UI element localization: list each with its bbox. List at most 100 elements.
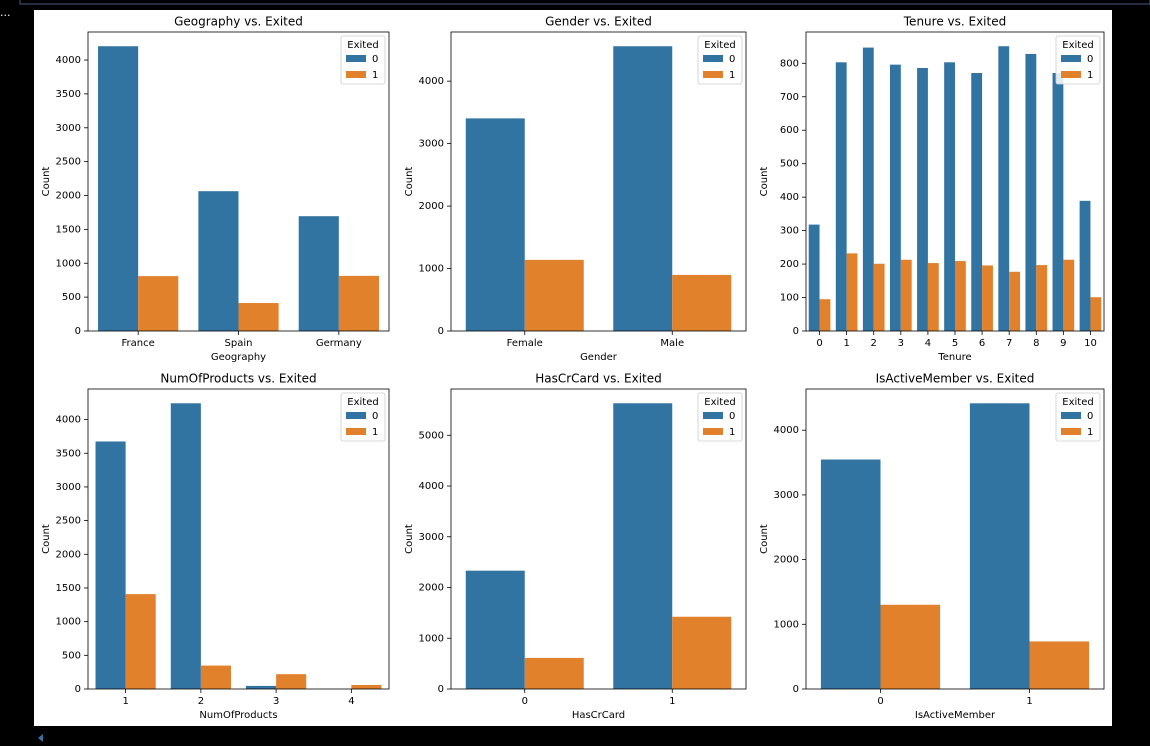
chart-title: Gender vs. Exited <box>545 15 652 29</box>
legend-title: Exited <box>1062 40 1093 51</box>
y-tick-label: 3000 <box>419 532 444 543</box>
x-tick-label: 1 <box>669 696 675 707</box>
y-tick-label: 0 <box>75 326 81 337</box>
y-tick-label: 400 <box>780 192 799 203</box>
legend-label: 0 <box>1087 54 1093 65</box>
legend-title: Exited <box>1062 397 1093 408</box>
legend-swatch <box>1061 55 1081 62</box>
x-tick-label: 1 <box>843 338 849 349</box>
y-tick-label: 200 <box>780 259 799 270</box>
x-tick-label: Female <box>507 338 543 349</box>
y-axis-label: Count <box>404 167 415 197</box>
legend-label: 1 <box>729 427 735 438</box>
legend-swatch <box>1061 428 1081 435</box>
y-tick-label: 3500 <box>56 89 81 100</box>
legend-swatch <box>703 55 723 62</box>
bar <box>819 299 831 331</box>
y-tick-label: 0 <box>75 684 81 695</box>
bar <box>465 570 525 689</box>
y-tick-label: 1000 <box>774 619 799 630</box>
bar <box>835 62 847 332</box>
y-tick-label: 4000 <box>774 425 799 436</box>
x-axis-label: Gender <box>580 352 618 363</box>
bar <box>465 118 525 331</box>
legend-swatch <box>346 412 366 419</box>
x-tick-label: 5 <box>952 338 958 349</box>
bar <box>125 594 156 689</box>
legend-swatch <box>1061 71 1081 78</box>
legend-swatch <box>346 428 366 435</box>
y-tick-label: 3000 <box>774 490 799 501</box>
y-axis-label: Count <box>41 167 52 197</box>
bar <box>613 403 673 689</box>
bar <box>98 46 139 332</box>
y-tick-label: 0 <box>438 326 444 337</box>
bar <box>351 684 382 689</box>
legend-label: 0 <box>729 54 735 65</box>
x-tick-label: Germany <box>316 338 362 349</box>
legend-label: 0 <box>372 411 378 422</box>
chart-title: Tenure vs. Exited <box>903 15 1006 29</box>
axes-frame <box>805 388 1105 690</box>
x-axis-label: HasCrCard <box>572 710 625 721</box>
legend-swatch <box>346 71 366 78</box>
y-tick-label: 600 <box>780 125 799 136</box>
legend-title: Exited <box>347 40 378 51</box>
y-tick-label: 2000 <box>419 201 444 212</box>
y-axis-label: Count <box>759 167 770 197</box>
legend-label: 0 <box>372 54 378 65</box>
bar <box>524 259 584 331</box>
subplot: Tenure vs. ExitedTenureCount010020030040… <box>759 15 1105 363</box>
x-tick-label: 3 <box>273 696 279 707</box>
chart-title: Geography vs. Exited <box>174 15 303 29</box>
x-axis-label: Tenure <box>937 352 971 363</box>
x-tick-label: 0 <box>877 696 883 707</box>
y-tick-label: 1000 <box>419 633 444 644</box>
x-tick-label: 8 <box>1033 338 1039 349</box>
bar <box>672 274 732 331</box>
bar <box>971 73 983 331</box>
bar <box>917 67 928 332</box>
x-tick-label: 1 <box>1026 696 1032 707</box>
legend-title: Exited <box>704 397 735 408</box>
y-tick-label: 0 <box>793 684 799 695</box>
legend-label: 1 <box>729 70 735 81</box>
y-tick-label: 700 <box>780 92 799 103</box>
x-tick-label: 1 <box>122 696 128 707</box>
subplot: Gender vs. Exited Gender Count 0 1000 2000 300… <box>404 15 747 363</box>
axes-frame <box>805 31 1105 332</box>
ellipsis[interactable]: ... <box>0 6 11 19</box>
bar <box>982 265 993 331</box>
bar <box>1036 265 1048 331</box>
bar <box>998 46 1010 331</box>
y-tick-label: 2000 <box>419 583 444 594</box>
bar <box>1090 297 1102 331</box>
y-tick-label: 100 <box>780 293 799 304</box>
y-tick-label: 1500 <box>56 583 81 594</box>
bar <box>808 224 820 331</box>
x-tick-label: Male <box>660 338 684 349</box>
legend-title: Exited <box>347 397 378 408</box>
legend-swatch <box>703 412 723 419</box>
subplot: NumOfProducts vs. Exited NumOfProducts Cou… <box>41 372 390 721</box>
x-tick-label: 7 <box>1006 338 1012 349</box>
axes-frame <box>87 388 390 690</box>
bar <box>846 253 858 331</box>
legend-swatch <box>1061 412 1081 419</box>
y-tick-label: 4000 <box>56 415 81 426</box>
legend-label: 0 <box>729 411 735 422</box>
bar <box>820 459 881 689</box>
bar <box>298 216 339 331</box>
legend-label: 1 <box>1087 70 1093 81</box>
x-tick-label: 0 <box>522 696 528 707</box>
bar <box>1052 73 1064 331</box>
y-tick-label: 2500 <box>56 157 81 168</box>
scroll-arrow[interactable] <box>38 734 43 742</box>
y-tick-label: 4000 <box>56 55 81 66</box>
bar <box>1063 259 1075 331</box>
bar <box>170 403 201 689</box>
bar <box>613 46 673 332</box>
subplot: HasCrCard vs. Exited HasCrCard Count 0 1000 2… <box>404 372 747 721</box>
legend-swatch <box>703 71 723 78</box>
